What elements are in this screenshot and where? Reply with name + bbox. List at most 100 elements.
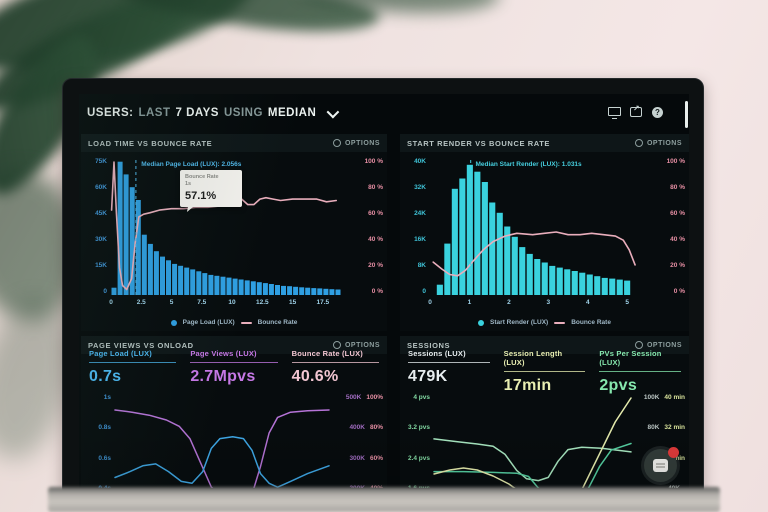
x-tick: 2 (507, 299, 511, 306)
metric-session-length: Session Length (LUX) 17min (503, 349, 586, 395)
metric-bounce-rate: Bounce Rate (LUX) 40.6% (291, 349, 379, 386)
y-axis-left: 1s 0.8s 0.6s 0.4s (85, 394, 111, 488)
panel-title: LOAD TIME VS BOUNCE RATE (88, 138, 213, 148)
help-icon[interactable]: ? (652, 107, 665, 118)
notification-badge (668, 447, 679, 458)
metric-rule (89, 362, 177, 363)
dashboard-filter-bar[interactable]: USERS: LAST 7 DAYS USING MEDIAN (79, 94, 689, 132)
x-tick: 17.5 (316, 299, 330, 306)
y-tick: 0.8s (98, 424, 111, 432)
x-tick: 0 (109, 299, 113, 306)
y-tick: 40 % (670, 236, 685, 243)
y-tick: 0 % (371, 288, 383, 295)
y-tick: 32 min (664, 424, 685, 432)
sessions-chart[interactable] (433, 394, 632, 488)
panel-title: PAGE VIEWS VS ONLOAD (88, 340, 194, 350)
y-tick: 20 % (670, 262, 685, 269)
metric-sessions: Sessions (LUX) 479K (408, 349, 490, 395)
y-tick: 0 % (673, 288, 685, 295)
legend-dot (478, 319, 485, 326)
panel-title: SESSIONS (407, 340, 451, 350)
metric-value: 40.6% (291, 368, 339, 385)
y-tick: 60 % (670, 210, 685, 217)
y-tick: 80 % (368, 184, 383, 191)
y-tick: 24K (414, 210, 426, 217)
metric-label: Sessions (LUX) (408, 349, 466, 358)
y-tick: 16K (414, 236, 426, 243)
dashboard-screen: USERS: LAST 7 DAYS USING MEDIAN ? LOAD T… (79, 94, 689, 488)
tooltip: Bounce Rate 1s 57.1% (180, 170, 242, 208)
x-tick: 0 (428, 299, 432, 306)
panel-title: START RENDER VS BOUNCE RATE (407, 138, 551, 148)
page-views-chart[interactable] (114, 394, 330, 488)
x-tick: 12.5 (255, 299, 269, 306)
y-tick: 40 min (664, 394, 685, 401)
scrollbar[interactable] (685, 101, 688, 128)
y-tick: 60K (95, 184, 107, 191)
y-tick: 500K (345, 394, 362, 401)
panel-start-render: START RENDER VS BOUNCE RATE OPTIONS 40K … (400, 134, 689, 331)
y-axis-right: 100 % 80 % 60 % 40 % 20 % 0 % (345, 158, 383, 295)
x-tick: 3 (546, 299, 551, 306)
metric-value: 2.7Mpvs (190, 368, 256, 385)
chevron-down-icon (326, 105, 340, 118)
metric-rule (599, 371, 682, 372)
options-button[interactable]: OPTIONS (332, 139, 380, 147)
y-axis-right: 100 % 80 % 60 % 40 % 20 % 0 % (647, 158, 685, 295)
metric-page-views: Page Views (LUX) 2.7Mpvs (190, 349, 278, 386)
median-annotation: Median Start Render (LUX): 1.031s (475, 161, 582, 168)
x-tick: 15 (288, 299, 297, 306)
x-tick: 1 (467, 299, 472, 306)
options-button[interactable]: OPTIONS (634, 341, 682, 349)
share-icon[interactable] (630, 104, 643, 118)
days-label: 7 DAYS (175, 107, 219, 119)
y-tick: 100 % (666, 158, 685, 165)
gear-icon (332, 139, 341, 147)
y-tick: 400K (349, 424, 365, 432)
y-tick: 8K (417, 262, 426, 269)
y-tick: 60% (369, 454, 383, 462)
metrics-row: Sessions (LUX) 479K Session Length (LUX)… (408, 349, 682, 395)
metric-label: Session Length (LUX) (503, 349, 563, 367)
y-tick: 15K (95, 262, 107, 269)
legend: Start Render (LUX) Bounce Rate (400, 319, 689, 326)
start-render-histogram (432, 160, 636, 296)
options-button[interactable]: OPTIONS (332, 341, 380, 349)
users-label: USERS: (87, 107, 134, 119)
load-time-chart[interactable]: Median Page Load (LUX): 2.056s Bounce Ra… (110, 158, 341, 295)
y-tick: 100% (366, 394, 383, 401)
y-tick: 30K (95, 236, 107, 243)
legend-label: Page Load (LUX) (182, 319, 235, 326)
page-views-lines (114, 409, 330, 488)
metric-label: PVs Per Session (LUX) (599, 349, 662, 367)
panel-sessions: SESSIONS OPTIONS Sessions (LUX) 479K Ses… (400, 336, 689, 488)
laptop-base (48, 487, 720, 512)
median-annotation: Median Page Load (LUX): 2.056s (141, 161, 242, 168)
x-tick: 4 (585, 299, 590, 306)
y-axis-left: 40K 32K 24K 16K 8K 0 (404, 158, 426, 295)
y-tick: 4 pvs (413, 394, 430, 401)
options-button[interactable]: OPTIONS (634, 139, 682, 147)
y-tick: 300K (349, 454, 365, 462)
y-tick: 40% (370, 485, 383, 488)
y-tick: 1.6 pvs (404, 485, 430, 488)
chat-button[interactable] (644, 447, 679, 482)
y-tick: 75K (95, 158, 107, 165)
monitor-icon[interactable] (608, 107, 621, 118)
sessions-lines (433, 397, 632, 488)
y-axis-right: 500K 100% 400K 80% 300K 60% 200K 40% (331, 394, 383, 488)
legend-line (240, 321, 252, 324)
gear-icon (634, 139, 643, 147)
y-tick: 100 % (364, 158, 383, 165)
metric-rule (190, 362, 278, 363)
y-tick: 40 % (368, 236, 383, 243)
start-render-chart[interactable]: Median Start Render (LUX): 1.031s (430, 158, 643, 296)
tooltip-x-value: 1s (185, 181, 192, 188)
y-tick: 0 (103, 288, 107, 295)
y-tick: 32K (414, 184, 426, 191)
y-tick: 20 % (368, 262, 383, 269)
x-axis: 0 1 2 3 4 5 (428, 299, 643, 308)
y-tick: 200K (349, 485, 365, 488)
laptop-monitor: USERS: LAST 7 DAYS USING MEDIAN ? LOAD T… (62, 78, 704, 492)
y-axis-left: 4 pvs 3.2 pvs 2.4 pvs 1.6 pvs (404, 394, 430, 488)
